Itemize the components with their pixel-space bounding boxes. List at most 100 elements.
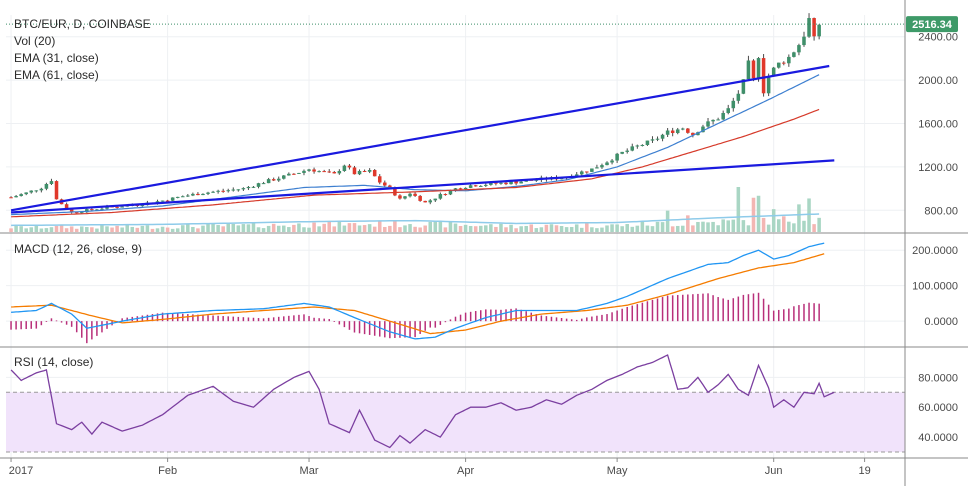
macd-histogram-bar (464, 312, 467, 322)
macd-histogram-bar (788, 308, 790, 322)
macd-histogram-bar (353, 321, 356, 333)
volume-bar (271, 223, 276, 232)
candle-body (251, 186, 256, 188)
volume-bar (201, 225, 205, 232)
volume-bar (125, 224, 129, 232)
volume-bar (524, 225, 528, 232)
candle-body (812, 18, 816, 37)
macd-histogram-bar (429, 321, 431, 328)
legend-rsi[interactable]: RSI (14, close) (14, 355, 94, 369)
volume-bar (95, 228, 99, 232)
symbol-title[interactable]: BTC/EUR, D, COINBASE (14, 17, 151, 31)
candle-body (600, 165, 604, 168)
candle-body (398, 195, 402, 199)
volume-bar (191, 226, 195, 232)
legend-ema61[interactable]: EMA (61, close) (14, 68, 99, 82)
volume-bar (393, 220, 397, 232)
rsi-band (6, 392, 905, 453)
macd-histogram-bar (651, 299, 654, 322)
volume-bar (327, 221, 332, 232)
volume-bar (751, 197, 756, 232)
legend-macd[interactable]: MACD (12, 26, close, 9) (14, 242, 143, 256)
macd-histogram-bar (288, 315, 290, 322)
macd-histogram-bar (555, 317, 558, 322)
candle-body (458, 188, 463, 190)
volume-bar (711, 221, 715, 232)
volume-bar (817, 217, 821, 232)
candle-body (231, 189, 236, 191)
macd-histogram-bar (75, 321, 78, 333)
volume-bar (24, 228, 28, 232)
volume-bar (241, 224, 246, 232)
volume-bar (19, 226, 23, 232)
candle-body (105, 206, 109, 209)
macd-histogram-bar (247, 317, 250, 322)
volume-bar (246, 224, 251, 232)
candle-body (468, 185, 473, 188)
volume-bar (377, 220, 382, 232)
candle-body (186, 195, 190, 197)
candle-body (620, 151, 624, 154)
macd-histogram-bar (161, 312, 164, 322)
macd-histogram-bar (818, 303, 820, 322)
ema61-line (11, 108, 820, 218)
candle-body (625, 150, 629, 152)
macd-histogram-bar (434, 321, 437, 328)
macd-histogram-bar (227, 316, 229, 322)
macd-histogram-bar (454, 316, 457, 322)
volume-bar (39, 228, 44, 232)
time-axis-label: May (607, 465, 628, 477)
macd-histogram-bar (212, 315, 214, 322)
volume-bar (539, 227, 544, 232)
candle-body (39, 188, 44, 191)
volume-bar (675, 225, 680, 232)
candle-body (484, 184, 488, 186)
legend-volume[interactable]: Vol (20) (14, 34, 56, 48)
macd-histogram-bar (419, 321, 421, 334)
volume-bar (165, 227, 170, 232)
volume-bar (211, 223, 215, 232)
macd-histogram-bar (166, 312, 169, 322)
volume-bar (49, 227, 54, 232)
macd-histogram-bar (606, 314, 608, 322)
volume-bar (145, 225, 150, 232)
volume-bar (140, 225, 145, 232)
macd-histogram-bar (687, 294, 689, 322)
candle-body (14, 196, 18, 198)
volume-bar (216, 225, 220, 232)
macd-histogram-bar (101, 321, 103, 333)
macd-histogram-bar (303, 314, 305, 322)
candle-body (282, 175, 286, 179)
macd-histogram-bar (171, 313, 174, 322)
macd-histogram-bar (783, 309, 785, 322)
volume-bar (766, 224, 771, 232)
volume-bar (473, 226, 478, 232)
candle-body (681, 128, 685, 130)
macd-histogram-bar (500, 309, 502, 322)
macd-histogram-bar (404, 321, 406, 338)
macd-histogram-bar (333, 321, 336, 322)
candle-body (509, 181, 513, 185)
candle-body (69, 208, 74, 213)
macd-histogram-bar (474, 311, 477, 322)
volume-bar (509, 224, 513, 232)
macd-histogram-bar (202, 314, 204, 322)
candle-body (650, 139, 655, 141)
volume-bar (756, 195, 761, 232)
candle-body (610, 160, 614, 163)
macd-histogram-bar (424, 321, 426, 331)
volume-bar (736, 186, 741, 232)
volume-ma-line (11, 213, 820, 227)
macd-histogram-bar (490, 309, 492, 322)
macd-histogram-bar (752, 293, 755, 322)
volume-bar (403, 225, 407, 232)
macd-histogram-bar (96, 321, 98, 336)
macd-histogram-bar (232, 316, 235, 322)
volume-bar (115, 225, 119, 232)
candle-body (448, 190, 453, 195)
legend-ema31[interactable]: EMA (31, close) (14, 51, 99, 65)
candle-body (357, 170, 362, 175)
volume-bar (307, 227, 311, 232)
volume-bar (388, 225, 392, 232)
